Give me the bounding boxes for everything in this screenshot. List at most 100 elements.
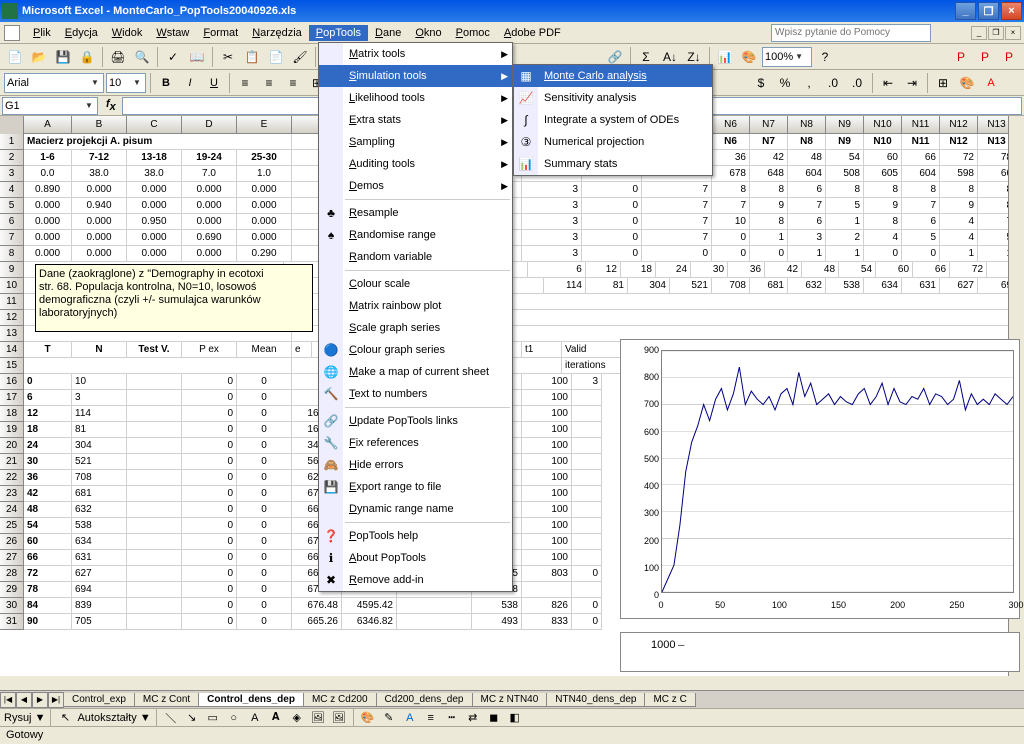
draw-menu[interactable]: Rysuj ▼	[4, 712, 45, 724]
row-header[interactable]: 20	[0, 438, 24, 454]
row-header[interactable]: 4	[0, 182, 24, 198]
menu-item-colour-scale[interactable]: Colour scale	[319, 273, 512, 295]
row-header[interactable]: 9	[0, 262, 24, 278]
menu-item-export-range-to-file[interactable]: 💾Export range to file	[319, 476, 512, 498]
row-header[interactable]: 23	[0, 486, 24, 502]
row-header[interactable]: 19	[0, 422, 24, 438]
row-header[interactable]: 10	[0, 278, 24, 294]
zoom-combo[interactable]: 100%▼	[762, 47, 812, 67]
col-header[interactable]: D	[182, 116, 237, 133]
col-header[interactable]: N10	[864, 116, 902, 133]
underline-button[interactable]: U	[203, 72, 225, 94]
borders-button[interactable]: ⊞	[932, 72, 954, 94]
help-button[interactable]: ?	[814, 46, 836, 68]
currency-button[interactable]: $	[750, 72, 772, 94]
menu-item-random-variable[interactable]: Random variable	[319, 246, 512, 268]
menu-widok[interactable]: Widok	[105, 25, 150, 41]
line-style-tool[interactable]: ≡	[422, 710, 440, 726]
select-tool[interactable]: ↖	[56, 710, 74, 726]
line-color-tool[interactable]: ✎	[380, 710, 398, 726]
align-left-button[interactable]: ≡	[234, 72, 256, 94]
font-combo[interactable]: Arial▼	[4, 73, 104, 93]
row-header[interactable]: 15	[0, 358, 24, 374]
mdi-minimize[interactable]: _	[971, 26, 987, 40]
row-header[interactable]: 28	[0, 566, 24, 582]
menu-okno[interactable]: Okno	[408, 25, 448, 41]
row-header[interactable]: 6	[0, 214, 24, 230]
col-header[interactable]: C	[127, 116, 182, 133]
menu-item-simulation-tools[interactable]: Simulation tools▶	[319, 65, 512, 87]
menu-item-remove-add-in[interactable]: ✖Remove add-in	[319, 569, 512, 591]
font-color-button[interactable]: A	[980, 72, 1002, 94]
col-header[interactable]: N6	[712, 116, 750, 133]
spell-button[interactable]: ✓	[162, 46, 184, 68]
bold-button[interactable]: B	[155, 72, 177, 94]
dec-decimal-button[interactable]: .0	[846, 72, 868, 94]
row-header[interactable]: 25	[0, 518, 24, 534]
drawing-button[interactable]: 🎨	[738, 46, 760, 68]
fill-tool[interactable]: 🎨	[359, 710, 377, 726]
copy-button[interactable]: 📋	[241, 46, 263, 68]
percent-button[interactable]: %	[774, 72, 796, 94]
help-search[interactable]	[771, 24, 931, 42]
row-header[interactable]: 13	[0, 326, 24, 342]
menu-plik[interactable]: Plik	[26, 25, 58, 41]
dash-style-tool[interactable]: ┅	[443, 710, 461, 726]
col-header[interactable]: E	[237, 116, 292, 133]
autoshapes-menu[interactable]: Autokształty ▼	[77, 712, 150, 724]
col-header[interactable]: N9	[826, 116, 864, 133]
menu-item-fix-references[interactable]: 🔧Fix references	[319, 432, 512, 454]
row-header[interactable]: 27	[0, 550, 24, 566]
oval-tool[interactable]: ○	[225, 710, 243, 726]
menu-item-poptools-help[interactable]: ❓PopTools help	[319, 525, 512, 547]
tab-prev[interactable]: ◀	[16, 692, 32, 708]
menu-item-dynamic-range-name[interactable]: Dynamic range name	[319, 498, 512, 520]
col-header[interactable]: A	[24, 116, 72, 133]
menu-adobe pdf[interactable]: Adobe PDF	[497, 25, 568, 41]
sheet-tab-mc z c[interactable]: MC z C	[644, 693, 695, 707]
row-header[interactable]: 17	[0, 390, 24, 406]
select-all-corner[interactable]	[0, 116, 24, 134]
embedded-chart[interactable]: 0100200300400500600700800900 05010015020…	[620, 339, 1020, 619]
menu-wstaw[interactable]: Wstaw	[149, 25, 196, 41]
mdi-restore[interactable]: ❐	[988, 26, 1004, 40]
menu-item-make-a-map-of-current-sheet[interactable]: 🌐Make a map of current sheet	[319, 361, 512, 383]
menu-item-hide-errors[interactable]: 🙈Hide errors	[319, 454, 512, 476]
clipart-tool[interactable]: 🖼	[309, 710, 327, 726]
submenu-item-summary-stats[interactable]: 📊Summary stats	[514, 153, 712, 175]
row-header[interactable]: 22	[0, 470, 24, 486]
save-button[interactable]: 💾	[52, 46, 74, 68]
align-center-button[interactable]: ≡	[258, 72, 280, 94]
col-header[interactable]: N8	[788, 116, 826, 133]
print-button[interactable]: 🖨	[107, 46, 129, 68]
name-box[interactable]: G1▼	[2, 97, 98, 115]
mdi-close[interactable]: ×	[1005, 26, 1021, 40]
diagram-tool[interactable]: ◈	[288, 710, 306, 726]
row-header[interactable]: 29	[0, 582, 24, 598]
text-tool[interactable]: A	[246, 710, 264, 726]
wordart-tool[interactable]: 𝐀	[267, 710, 285, 726]
new-button[interactable]: 📄	[4, 46, 26, 68]
small-chart[interactable]: 1000 ─	[620, 632, 1020, 672]
row-header[interactable]: 8	[0, 246, 24, 262]
picture-tool[interactable]: 🖼	[330, 710, 348, 726]
dec-indent-button[interactable]: ⇤	[877, 72, 899, 94]
row-header[interactable]: 14	[0, 342, 24, 358]
row-header[interactable]: 5	[0, 198, 24, 214]
col-header[interactable]: N12	[940, 116, 978, 133]
format-painter-button[interactable]: 🖌	[289, 46, 311, 68]
row-header[interactable]: 1	[0, 134, 24, 150]
menu-narzędzia[interactable]: Narzędzia	[245, 25, 309, 41]
sheet-tab-mc z cont[interactable]: MC z Cont	[134, 693, 199, 707]
menu-item-demos[interactable]: Demos▶	[319, 175, 512, 197]
menu-dane[interactable]: Dane	[368, 25, 408, 41]
line-tool[interactable]: ＼	[162, 710, 180, 726]
menu-item-matrix-rainbow-plot[interactable]: Matrix rainbow plot	[319, 295, 512, 317]
menu-item-matrix-tools[interactable]: Matrix tools▶	[319, 43, 512, 65]
col-header[interactable]: N7	[750, 116, 788, 133]
sheet-tab-cd200_dens_dep[interactable]: Cd200_dens_dep	[376, 693, 473, 707]
menu-format[interactable]: Format	[196, 25, 245, 41]
menu-item-about-poptools[interactable]: ℹAbout PopTools	[319, 547, 512, 569]
submenu-item-sensitivity-analysis[interactable]: 📈Sensitivity analysis	[514, 87, 712, 109]
fill-color-button[interactable]: 🎨	[956, 72, 978, 94]
